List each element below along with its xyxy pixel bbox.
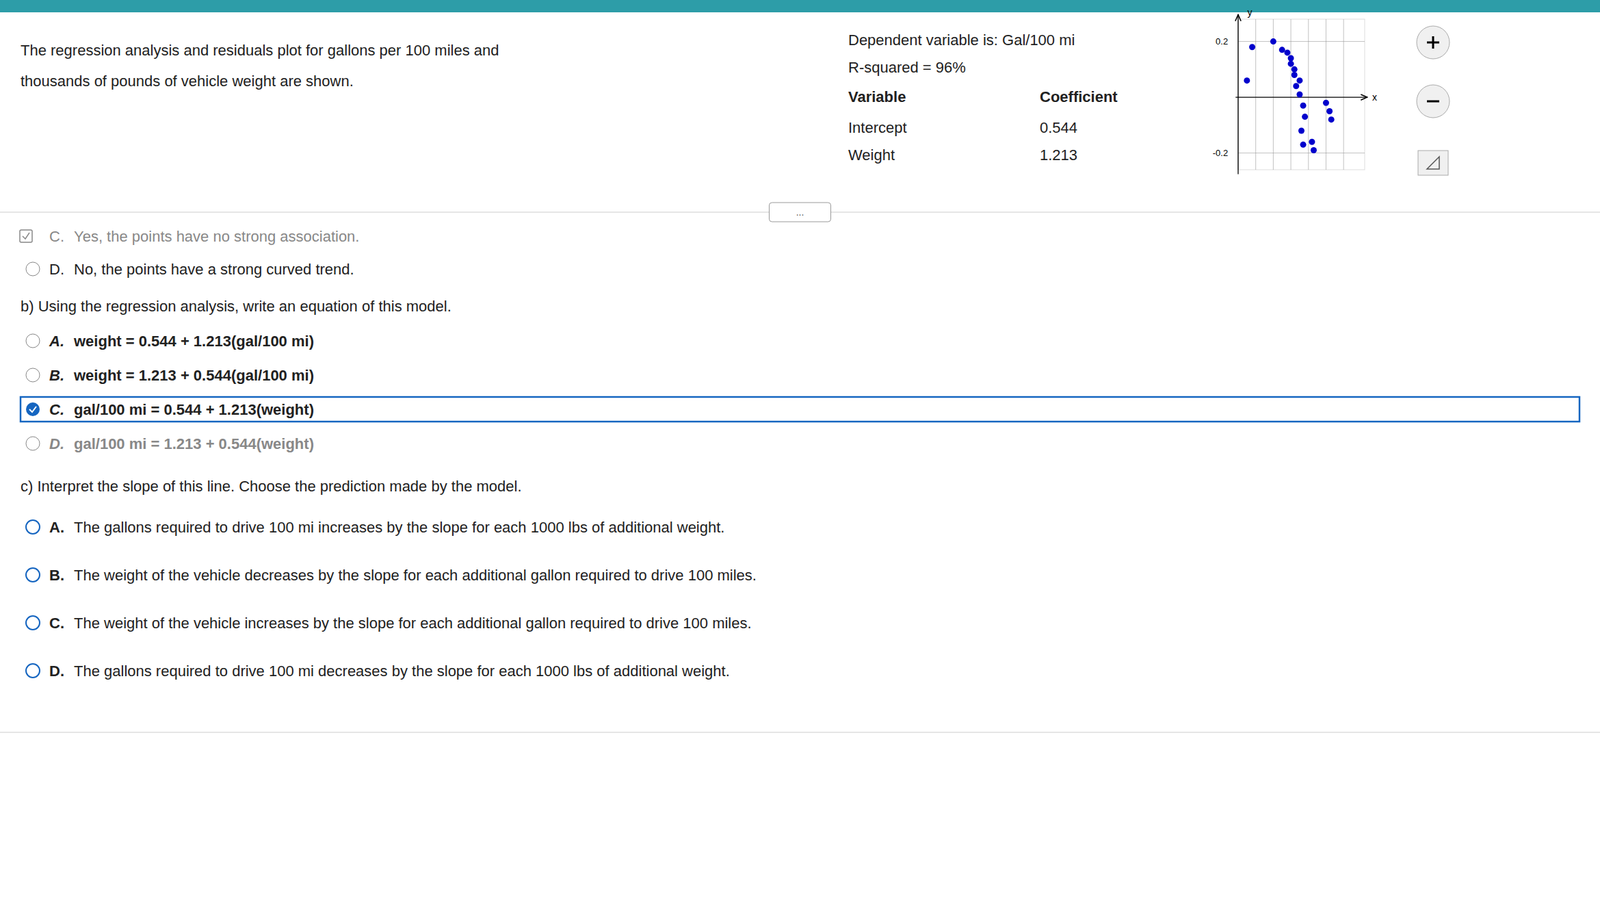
expand-button-label: ... <box>796 206 805 218</box>
y-axis <box>1237 14 1239 174</box>
open-icon <box>1426 156 1440 169</box>
expand-button[interactable] <box>769 202 832 222</box>
point <box>1328 116 1335 123</box>
option-text: No, the points have a strong curved tren… <box>73 260 355 278</box>
point <box>1310 147 1317 154</box>
zoom-out-button[interactable] <box>1416 84 1450 118</box>
question-text: c) Interpret the slope of this line. Cho… <box>20 477 522 495</box>
grid-line <box>1343 19 1345 170</box>
radio[interactable] <box>25 368 40 382</box>
grid-line <box>1238 152 1365 154</box>
radio[interactable] <box>25 436 40 451</box>
grid-line <box>1325 19 1327 170</box>
option-text: gal/100 mi = 0.544 + 1.213(weight) <box>73 400 314 418</box>
option-letter: A. <box>49 518 65 536</box>
point <box>1270 38 1277 45</box>
option-text: The weight of the vehicle decreases by t… <box>73 566 757 584</box>
header-text: The regression analysis and residuals pl… <box>20 41 500 59</box>
zoom-in-button[interactable] <box>1416 25 1450 59</box>
background <box>0 0 1600 913</box>
point <box>1288 55 1295 62</box>
table-cell: Intercept <box>848 119 908 137</box>
option-text: gal/100 mi = 1.213 + 0.544(weight) <box>73 435 314 453</box>
option-text: weight = 0.544 + 1.213(gal/100 mi) <box>73 332 314 350</box>
table-header: Variable <box>848 88 906 106</box>
option-text: Yes, the points have no strong associati… <box>73 227 360 245</box>
grid-line <box>1238 41 1365 42</box>
top-bar <box>0 0 1600 13</box>
header-text: thousands of pounds of vehicle weight ar… <box>20 72 354 90</box>
point <box>1308 138 1315 146</box>
grid-line <box>1255 19 1256 170</box>
option-letter: D. <box>49 260 65 278</box>
radio[interactable] <box>25 333 40 348</box>
point <box>1296 77 1303 84</box>
point <box>1322 99 1330 107</box>
divider <box>0 731 1600 733</box>
point <box>1249 43 1256 50</box>
radio-selected[interactable] <box>25 567 40 582</box>
radio-selected[interactable] <box>25 663 40 678</box>
option-letter: A. <box>48 332 65 350</box>
checkbox-icon <box>19 229 33 243</box>
option-letter: C. <box>49 400 65 418</box>
open-button[interactable] <box>1418 150 1449 176</box>
dependent-variable: Dependent variable is: Gal/100 mi <box>848 31 1075 49</box>
points <box>1243 38 1334 154</box>
point <box>1296 91 1303 98</box>
option-text: The weight of the vehicle increases by t… <box>73 614 752 632</box>
check-mark <box>29 406 37 412</box>
point <box>1283 49 1291 56</box>
point <box>1279 46 1286 53</box>
radio-checked[interactable] <box>25 402 40 416</box>
option-letter: C. <box>49 614 65 632</box>
y-tick-label: -0.2 <box>1212 147 1228 159</box>
x-axis-label: x <box>1372 91 1377 103</box>
residuals-plot: -0.2 0.2 x y <box>1212 6 1377 174</box>
y-axis-label: y <box>1247 6 1252 18</box>
point <box>1292 82 1300 89</box>
table-header: Coefficient <box>1039 88 1118 106</box>
point <box>1243 77 1250 84</box>
radio[interactable] <box>25 261 40 276</box>
point <box>1291 66 1298 73</box>
zoom-in-icon <box>1426 36 1440 49</box>
table-cell: Weight <box>848 146 895 164</box>
check-mark <box>22 232 30 239</box>
grid-line <box>1307 19 1309 170</box>
table-cell: 0.544 <box>1039 119 1078 137</box>
option-text: weight = 1.213 + 0.544(gal/100 mi) <box>73 366 314 384</box>
option-letter: B. <box>49 566 65 584</box>
point <box>1300 102 1307 109</box>
table-cell: 1.213 <box>1039 146 1078 164</box>
grid-line <box>1290 19 1292 170</box>
point <box>1300 141 1307 148</box>
point <box>1326 108 1333 115</box>
radio-selected[interactable] <box>25 519 40 534</box>
point <box>1291 71 1298 78</box>
option-letter: B. <box>49 366 65 384</box>
plot-frame <box>1238 19 1365 170</box>
selected-answer-box <box>20 396 1580 422</box>
point <box>1288 60 1295 68</box>
zoom-out-icon <box>1426 100 1440 103</box>
option-letter: D. <box>49 435 65 453</box>
question-text: b) Using the regression analysis, write … <box>20 297 452 315</box>
r-squared: R-squared = 96% <box>848 58 966 76</box>
y-tick-label: 0.2 <box>1215 36 1228 47</box>
option-letter: C. <box>49 227 65 245</box>
option-letter: D. <box>49 662 65 680</box>
page: The regression analysis and residuals pl… <box>0 0 1600 913</box>
option-text: The gallons required to drive 100 mi dec… <box>73 662 730 680</box>
point <box>1301 113 1308 120</box>
radio-selected[interactable] <box>25 615 40 630</box>
option-text: The gallons required to drive 100 mi inc… <box>73 518 725 536</box>
point <box>1298 127 1305 134</box>
